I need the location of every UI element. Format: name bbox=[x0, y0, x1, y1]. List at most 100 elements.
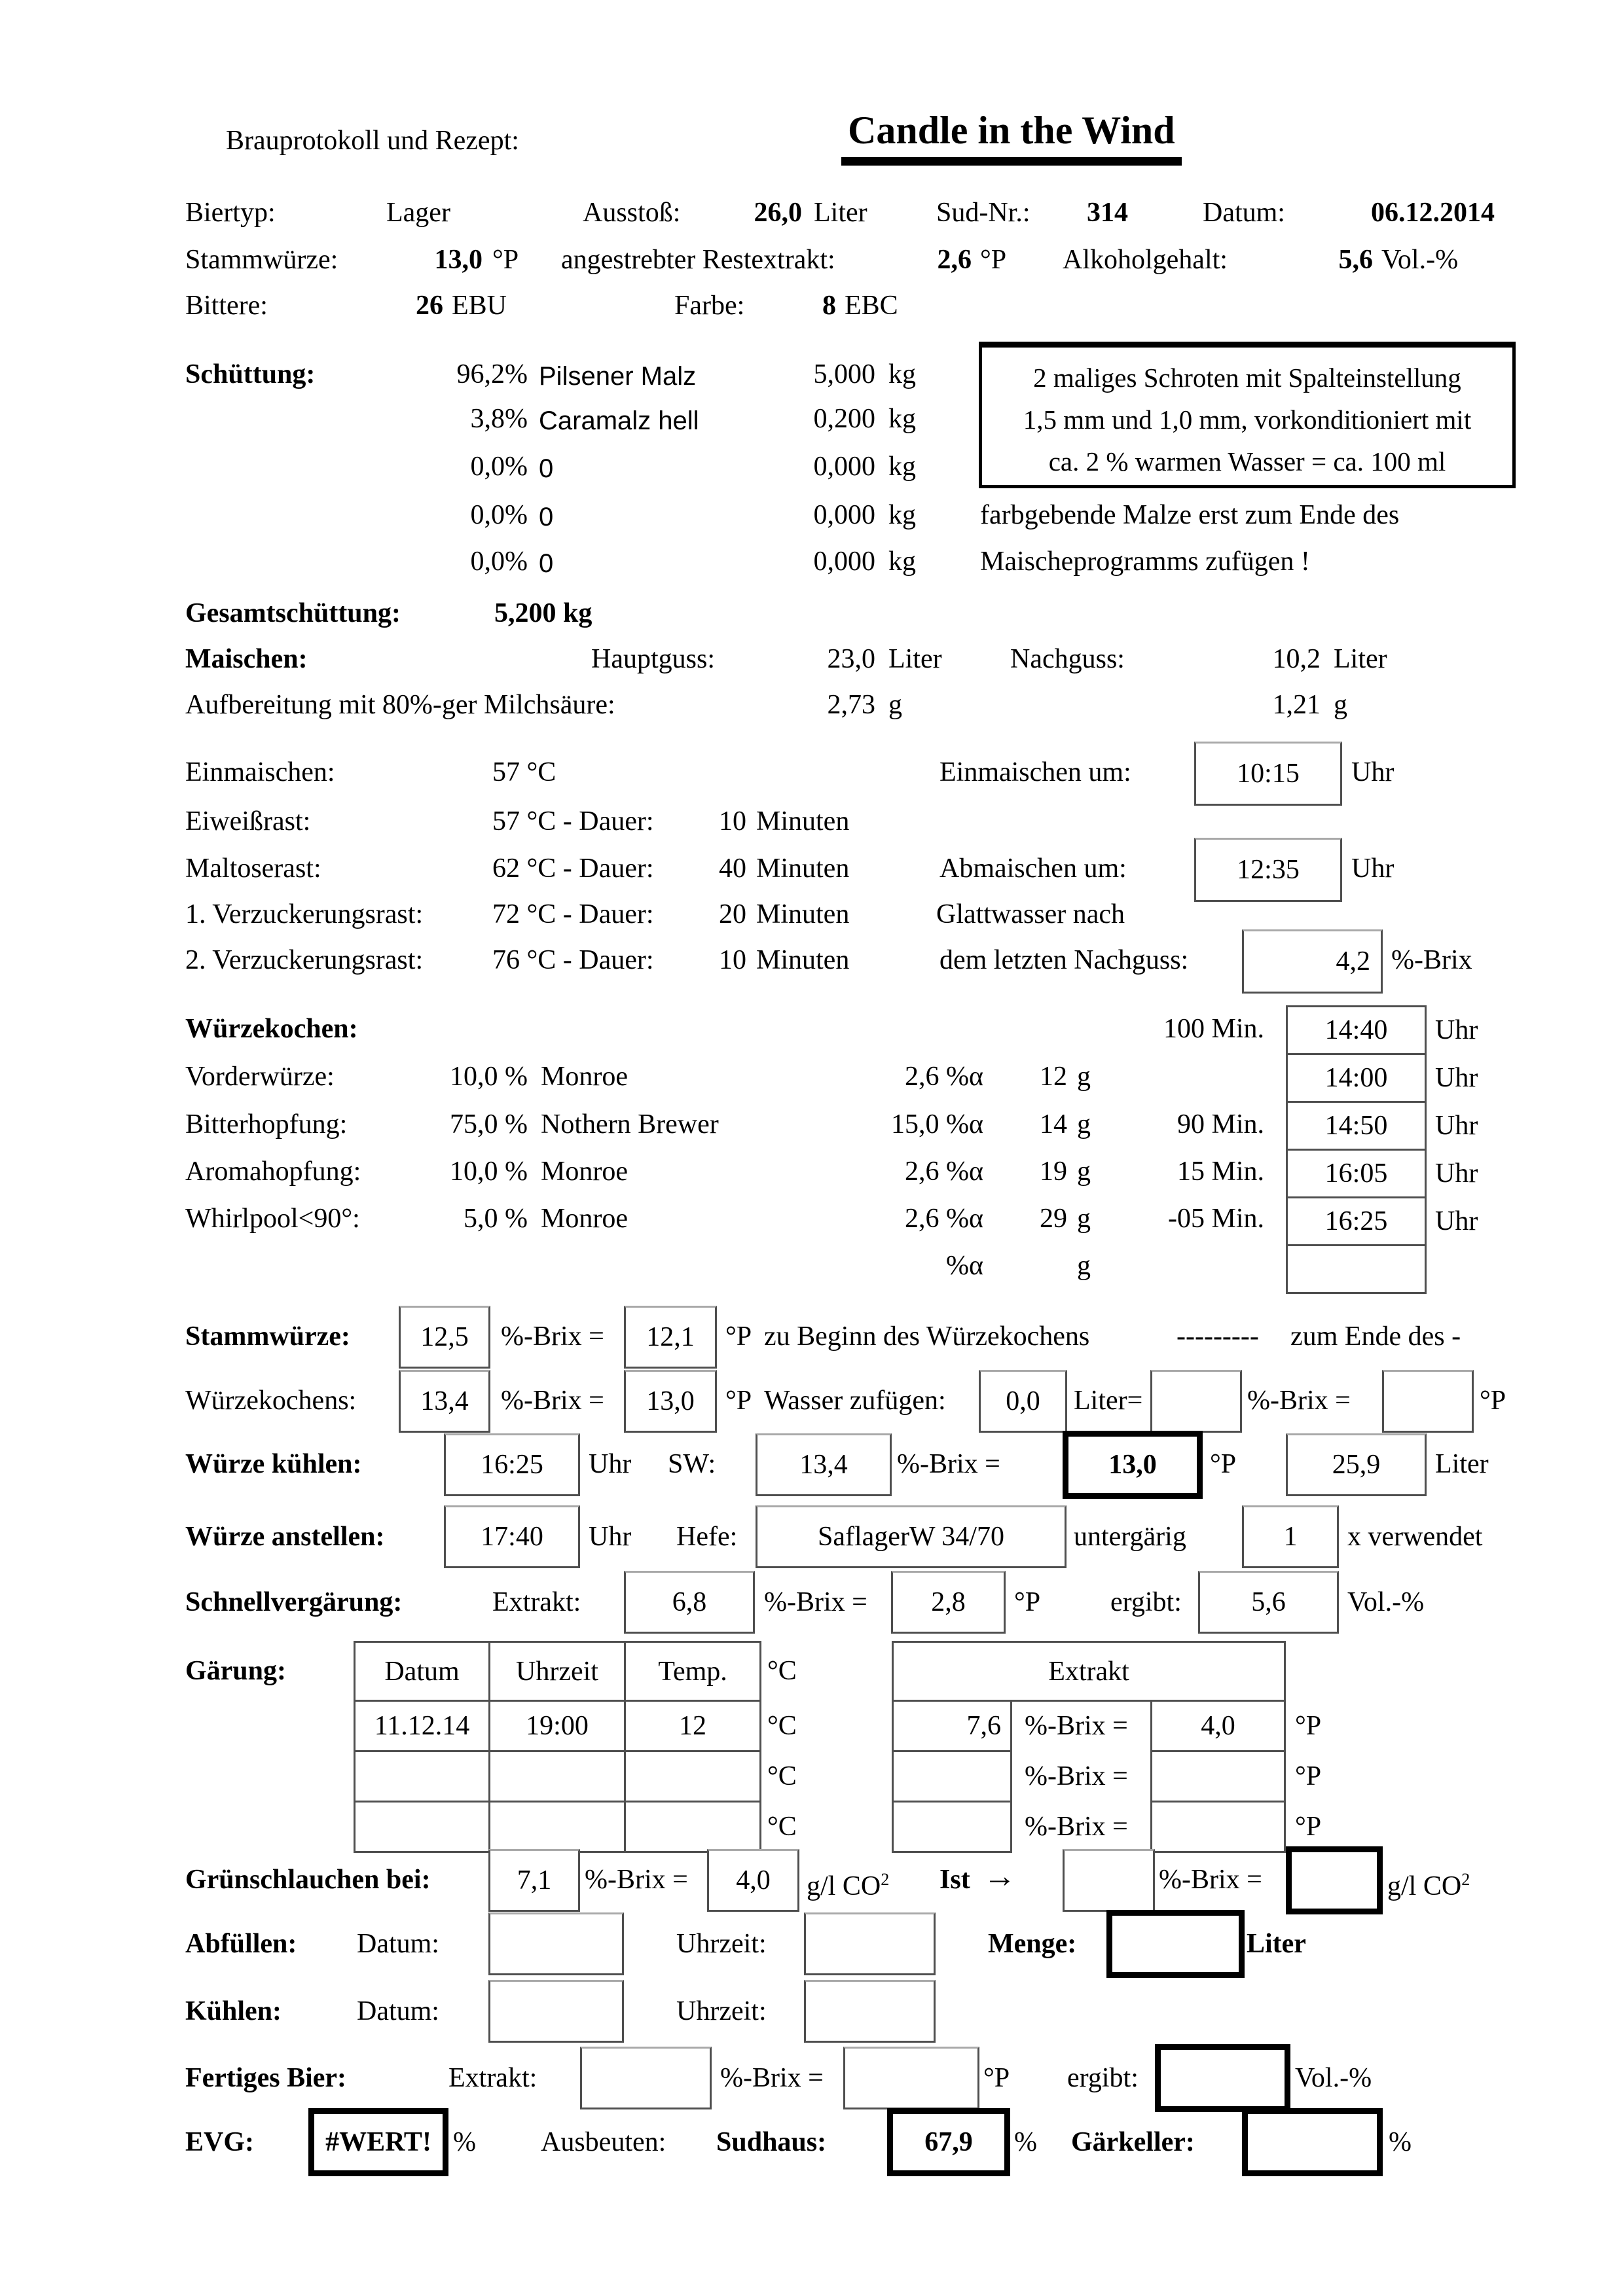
uhrzeit-label: Uhrzeit: bbox=[676, 1929, 767, 1959]
restextrakt-value: 2,6 bbox=[937, 245, 972, 275]
hop-time-field: 14:00 bbox=[1286, 1053, 1427, 1103]
plato-ende-field: 13,0 bbox=[624, 1370, 717, 1433]
hop-name: Monroe bbox=[541, 1204, 628, 1234]
glattwasser-line1: Glattwasser nach bbox=[936, 899, 1125, 929]
rast-label: 1. Verzuckerungsrast: bbox=[185, 899, 424, 929]
extrakt-brix-cell: 7,6 bbox=[892, 1700, 1012, 1752]
kuehlen-liter-field: 25,9 bbox=[1286, 1433, 1427, 1496]
extrakt-brix-cell bbox=[892, 1750, 1012, 1803]
hop-time-field: 16:25 bbox=[1286, 1196, 1427, 1246]
hefe-field: SaflagerW 34/70 bbox=[756, 1505, 1067, 1568]
hop-gram: 14 bbox=[1040, 1109, 1067, 1139]
rast-temp: 72 °C - Dauer: bbox=[492, 899, 654, 929]
nachguss-label: Nachguss: bbox=[1010, 644, 1125, 674]
celsius-unit: °C bbox=[767, 1761, 797, 1791]
extrakt-plato-cell: 4,0 bbox=[1150, 1700, 1286, 1752]
extrakt-label: Extrakt: bbox=[448, 2063, 538, 2093]
ausstoss-label: Ausstoß: bbox=[583, 198, 681, 228]
extrakt-header-cell: Extrakt bbox=[892, 1641, 1286, 1702]
gaerung-uhrzeit-cell: 19:00 bbox=[488, 1700, 626, 1752]
uhr-unit: Uhr bbox=[1435, 1206, 1478, 1236]
sw-label: SW: bbox=[668, 1449, 716, 1479]
gaerung-uhrzeit-cell bbox=[488, 1801, 626, 1853]
malt-hint-line1: farbgebende Malze erst zum Ende des bbox=[980, 500, 1400, 530]
hop-time-field: 14:50 bbox=[1286, 1101, 1427, 1151]
kuehlen-label: Kühlen: bbox=[185, 1996, 282, 2026]
co2-unit-base: g/l CO bbox=[1387, 1871, 1462, 1901]
fb-vol-field bbox=[1155, 2044, 1290, 2112]
malt-name: 0 bbox=[539, 503, 554, 531]
fertiges-bier-label: Fertiges Bier: bbox=[185, 2063, 347, 2093]
evg-value-field: #WERT! bbox=[308, 2108, 448, 2176]
gaerung-art: untergärig bbox=[1074, 1522, 1186, 1552]
abmaischen-um-label: Abmaischen um: bbox=[939, 853, 1127, 884]
hauptguss-value: 23,0 bbox=[827, 644, 876, 674]
gs-co2-ist-field bbox=[1286, 1846, 1383, 1914]
hop-name: Monroe bbox=[541, 1062, 628, 1092]
rast-temp: 62 °C - Dauer: bbox=[492, 853, 654, 884]
ergibt-label: ergibt: bbox=[1067, 2063, 1139, 2093]
arrow-right-icon: → bbox=[983, 1857, 1016, 1894]
nachguss-value: 10,2 bbox=[1272, 644, 1321, 674]
percent-unit: % bbox=[1389, 2127, 1412, 2157]
vol-unit: Vol.-% bbox=[1295, 2063, 1372, 2093]
einmaischen-um-label: Einmaischen um: bbox=[939, 757, 1131, 787]
stammwuerze-value: 13,0 bbox=[434, 245, 483, 275]
hop-gram: 29 bbox=[1040, 1204, 1067, 1234]
plato-unit: °P bbox=[1480, 1386, 1506, 1416]
gaerung-temp-cell: 12 bbox=[624, 1700, 761, 1752]
hop-min: -05 Min. bbox=[1168, 1204, 1264, 1234]
hop-name: Monroe bbox=[541, 1157, 628, 1187]
hop-row-label: Vorderwürze: bbox=[185, 1062, 335, 1092]
stammwuerze-label: Stammwürze: bbox=[185, 245, 338, 275]
abfuellen-uhrzeit-field bbox=[804, 1912, 936, 1975]
wuerzekochen-label: Würzekochen: bbox=[185, 1014, 358, 1044]
alkohol-unit: Vol.-% bbox=[1381, 245, 1459, 275]
rast-dauer: 10 bbox=[719, 806, 746, 836]
fb-plato-field bbox=[843, 2047, 979, 2109]
brix-eq: %-Brix = bbox=[1025, 1812, 1128, 1842]
plato-unit: °P bbox=[983, 2063, 1010, 2093]
gs-co2-soll-field: 4,0 bbox=[707, 1849, 799, 1912]
malt-qty: 0,000 bbox=[813, 500, 876, 530]
dashes: --------- bbox=[1176, 1321, 1259, 1352]
ausbeuten-label: Ausbeuten: bbox=[541, 2127, 666, 2157]
malt-pct: 96,2% bbox=[456, 359, 528, 389]
rast-label: Maltoserast: bbox=[185, 853, 321, 884]
uhr-unit: Uhr bbox=[1351, 853, 1395, 884]
page-title: Candle in the Wind bbox=[841, 108, 1182, 166]
hop-row-label: Bitterhopfung: bbox=[185, 1109, 348, 1139]
einmaischen-temp: 57 °C bbox=[492, 757, 556, 787]
malt-qty-unit: kg bbox=[888, 404, 916, 434]
vol-unit: Vol.-% bbox=[1347, 1587, 1425, 1617]
celsius-unit: °C bbox=[767, 1656, 797, 1686]
uhr-unit: Uhr bbox=[1435, 1111, 1478, 1141]
brix-eq: %-Brix = bbox=[1025, 1761, 1128, 1791]
gaerung-temp-cell bbox=[624, 1750, 761, 1803]
hop-gram: 19 bbox=[1040, 1157, 1067, 1187]
schroten-note-box: 2 maliges Schroten mit Spalteinstellung … bbox=[979, 342, 1516, 488]
hop-row-label: Aromahopfung: bbox=[185, 1157, 361, 1187]
plato-unit: °P bbox=[1295, 1761, 1322, 1791]
brix-eq: %-Brix = bbox=[501, 1386, 604, 1416]
rast-dauer-unit: Minuten bbox=[756, 806, 850, 836]
liter-eq: Liter= bbox=[1074, 1386, 1143, 1416]
rast-dauer-unit: Minuten bbox=[756, 899, 850, 929]
begin-text: zu Beginn des Würzekochens bbox=[764, 1321, 1090, 1352]
gaerung-datum-cell bbox=[354, 1801, 490, 1853]
brix-eq: %-Brix = bbox=[501, 1321, 604, 1352]
menge-field bbox=[1106, 1910, 1245, 1978]
sw-plato-field: 13,0 bbox=[1063, 1431, 1203, 1499]
rast-dauer-unit: Minuten bbox=[756, 853, 850, 884]
hop-alpha-empty: %α bbox=[946, 1251, 983, 1281]
hefe-verwendet-field: 1 bbox=[1242, 1505, 1339, 1568]
brix-begin-field: 12,5 bbox=[399, 1306, 490, 1369]
rast-dauer: 10 bbox=[719, 945, 746, 975]
einmaischen-um-field: 10:15 bbox=[1194, 742, 1342, 806]
gram-unit: g bbox=[1077, 1157, 1091, 1187]
hop-alpha: 2,6 %α bbox=[905, 1157, 983, 1187]
brix-nach-wasser-field bbox=[1150, 1370, 1242, 1433]
liter-unit: Liter bbox=[1247, 1929, 1306, 1959]
kuehlen-uhrzeit-field bbox=[804, 1980, 936, 2043]
